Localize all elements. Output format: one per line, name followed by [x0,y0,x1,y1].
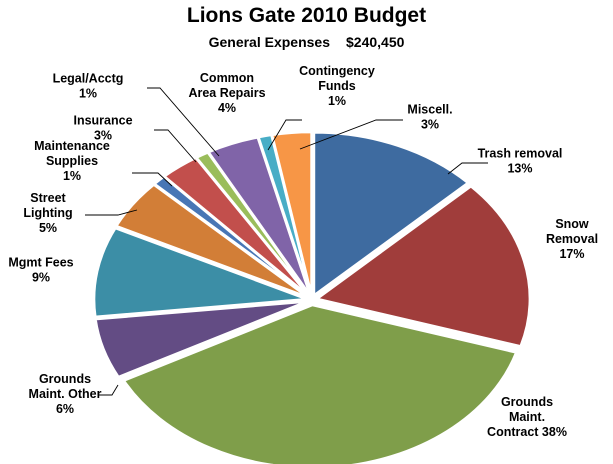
subtitle-total: $240,450 [346,34,405,50]
leader-line-grounds-maint-other [99,384,119,396]
slice-label-insurance: Insurance 3% [73,114,132,143]
subtitle-label: General Expenses [208,34,330,50]
slice-label-grounds-maint-other: Grounds Maint. Other 6% [29,372,102,416]
slice-label-line: Removal [546,232,598,246]
leader-line-miscell [299,119,403,150]
slice-label-legal-acctg: Legal/Acctg 1% [53,72,124,101]
slice-label-snow-removal: Snow Removal 17% [546,217,598,261]
leader-line-maintenance-supplies [132,172,173,187]
slice-label-common-area-repairs: Common Area Repairs 4% [188,71,265,115]
slice-label-line: Trash removal [478,147,563,161]
pie-slice-snow-removal [315,185,532,348]
slice-label-line: Grounds [39,372,91,386]
slice-label-line: Maintenance [34,139,110,153]
slice-label-line: Contingency [299,64,375,78]
pie-slice-grounds-maint-contract [122,303,518,464]
slice-percent-maintenance-supplies: 1% [63,169,81,183]
slice-label-trash-removal: Trash removal 13% [478,147,563,176]
leader-line-contingency-funds [267,119,302,151]
slice-percent-miscell: 3% [421,118,439,132]
leader-line-street-lighting [85,209,138,216]
slice-label-street-lighting: Street Lighting 5% [23,191,72,235]
slice-label-contingency-funds: Contingency Funds 1% [299,64,375,108]
slice-label-line: Lighting [23,206,72,220]
slice-label-line: Supplies [46,154,98,168]
slice-percent-grounds-maint-other: 6% [56,402,74,416]
slice-label-grounds-maint-contract: Grounds Maint. Contract 38% [487,395,567,439]
slice-label-line: Maint. [509,410,545,424]
slice-labels: Trash removal 13%Snow Removal 17%Grounds Mai… [8,64,598,439]
pie-slice-miscell [270,130,313,297]
slice-label-line: Grounds [501,395,553,409]
leader-lines [85,87,488,396]
pie-slice-mgmt-fees [92,226,309,319]
slice-label-line: Maint. Other [29,387,102,401]
slice-label-mgmt-fees: Mgmt Fees 9% [8,256,73,285]
slice-percent-insurance: 3% [94,129,112,143]
slice-label-line: Funds [318,79,356,93]
leader-line-insurance [154,129,197,163]
chart-title: Lions Gate 2010 Budget [186,4,427,27]
slice-percent-legal-acctg: 1% [79,87,97,101]
slice-label-maintenance-supplies: Maintenance Supplies 1% [34,139,110,183]
slice-percent-mgmt-fees: 9% [32,271,50,285]
slice-label-line: Insurance [73,114,132,128]
slice-label-line: Area Repairs [188,86,265,100]
slice-label-line: Legal/Acctg [53,72,124,86]
chart-subtitle: General Expenses $240,450 [0,34,613,50]
slice-label-line: Street [30,191,66,205]
slice-label-miscell: Miscell. 3% [407,103,452,132]
leader-line-legal-acctg [147,87,220,157]
slice-label-line: Snow [555,217,589,231]
slice-percent-contingency-funds: 1% [328,94,346,108]
pie-slice-grounds-maint-other [94,300,309,379]
pie-slices [92,130,532,464]
slice-percent-snow-removal: 17% [559,247,584,261]
slice-label-line: Contract 38% [487,425,567,439]
slice-percent-common-area-repairs: 4% [218,101,236,115]
slice-label-line: Miscell. [407,103,452,117]
slice-percent-street-lighting: 5% [39,221,57,235]
pie-slice-trash-removal [312,131,470,297]
slice-percent-trash-removal: 13% [507,162,532,176]
slice-label-line: Mgmt Fees [8,256,73,270]
leader-line-trash-removal [447,162,488,175]
slice-label-line: Common [200,71,254,85]
